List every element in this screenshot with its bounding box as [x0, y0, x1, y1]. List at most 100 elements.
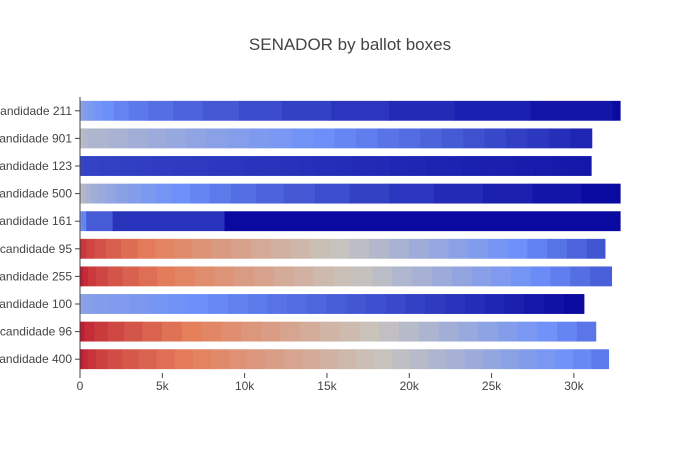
- bar-segment[interactable]: [148, 100, 174, 121]
- bar-segment[interactable]: [173, 100, 204, 121]
- bar-segment[interactable]: [127, 183, 142, 204]
- bar-segment[interactable]: [245, 156, 264, 176]
- bar-candidade-500[interactable]: [80, 183, 621, 204]
- bar-segment[interactable]: [498, 156, 518, 176]
- bar-segment[interactable]: [334, 128, 357, 149]
- bar-segment[interactable]: [128, 100, 150, 121]
- bar-segment[interactable]: [190, 156, 210, 176]
- bar-segment[interactable]: [491, 266, 512, 287]
- bar-segment[interactable]: [86, 183, 92, 204]
- bar-segment[interactable]: [518, 349, 538, 370]
- bar-segment[interactable]: [118, 156, 138, 176]
- bar-segment[interactable]: [87, 100, 95, 121]
- bar-segment[interactable]: [507, 238, 529, 259]
- bar-segment[interactable]: [448, 238, 469, 259]
- bar-segment[interactable]: [81, 211, 87, 232]
- bar-segment[interactable]: [161, 321, 183, 342]
- bar-segment[interactable]: [356, 128, 379, 149]
- bar-segment[interactable]: [80, 156, 82, 176]
- bar-segment[interactable]: [346, 294, 367, 314]
- bar-segment[interactable]: [301, 349, 321, 370]
- bar-segment[interactable]: [283, 183, 316, 204]
- bar-segment[interactable]: [106, 238, 122, 259]
- bar-segment[interactable]: [189, 183, 211, 204]
- bar-segment[interactable]: [80, 266, 82, 287]
- bar-segment[interactable]: [192, 349, 212, 370]
- bar-segment[interactable]: [566, 238, 588, 259]
- bar-segment[interactable]: [369, 238, 390, 259]
- bar-segment[interactable]: [438, 321, 459, 342]
- bar-segment[interactable]: [120, 238, 138, 259]
- bar-segment[interactable]: [102, 100, 115, 121]
- bar-segment[interactable]: [571, 156, 592, 176]
- bar-segment[interactable]: [80, 128, 84, 149]
- bar-segment[interactable]: [399, 321, 420, 342]
- bar-segment[interactable]: [319, 349, 339, 370]
- bar-segment[interactable]: [82, 349, 89, 370]
- bar-segment[interactable]: [418, 321, 440, 342]
- bar-segment[interactable]: [349, 183, 390, 204]
- bar-segment[interactable]: [535, 156, 554, 176]
- bar-segment[interactable]: [320, 321, 341, 342]
- bar-segment[interactable]: [112, 211, 226, 232]
- bar-segment[interactable]: [191, 238, 212, 259]
- bar-segment[interactable]: [209, 183, 232, 204]
- bar-segment[interactable]: [445, 294, 466, 314]
- bar-segment[interactable]: [329, 238, 351, 259]
- bar-segment[interactable]: [227, 294, 249, 314]
- bar-segment[interactable]: [124, 321, 143, 342]
- bar-segment[interactable]: [156, 349, 176, 370]
- bar-segment[interactable]: [93, 100, 103, 121]
- bar-segment[interactable]: [425, 294, 446, 314]
- bar-segment[interactable]: [504, 294, 525, 314]
- bar-segment[interactable]: [335, 156, 355, 176]
- bar-segment[interactable]: [412, 266, 433, 287]
- bar-segment[interactable]: [122, 266, 140, 287]
- bar-segment[interactable]: [81, 156, 85, 176]
- bar-segment[interactable]: [154, 156, 174, 176]
- bar-segment[interactable]: [188, 294, 209, 314]
- bar-segment[interactable]: [166, 128, 188, 149]
- bar-segment[interactable]: [155, 183, 173, 204]
- bar-segment[interactable]: [247, 349, 266, 370]
- bar-segment[interactable]: [168, 294, 189, 314]
- bar-segment[interactable]: [86, 211, 114, 232]
- bar-segment[interactable]: [462, 156, 482, 176]
- bar-segment[interactable]: [80, 321, 82, 342]
- bar-segment[interactable]: [410, 349, 429, 370]
- bar-segment[interactable]: [80, 100, 82, 121]
- bar-segment[interactable]: [372, 156, 391, 176]
- bar-segment[interactable]: [221, 321, 242, 342]
- bar-segment[interactable]: [231, 238, 252, 259]
- bar-segment[interactable]: [315, 183, 351, 204]
- bar-segment[interactable]: [444, 156, 464, 176]
- bar-segment[interactable]: [273, 266, 295, 287]
- bar-segment[interactable]: [480, 156, 500, 176]
- bar-segment[interactable]: [287, 294, 308, 314]
- bar-segment[interactable]: [576, 321, 597, 342]
- bar-segment[interactable]: [478, 321, 499, 342]
- bar-segment[interactable]: [171, 183, 191, 204]
- bar-segment[interactable]: [299, 156, 319, 176]
- bar-segment[interactable]: [543, 294, 565, 314]
- bar-segment[interactable]: [82, 294, 92, 314]
- bar-segment[interactable]: [107, 266, 124, 287]
- bar-segment[interactable]: [359, 321, 380, 342]
- bar-segment[interactable]: [97, 183, 107, 204]
- bar-segment[interactable]: [202, 100, 240, 121]
- bar-segment[interactable]: [408, 238, 430, 259]
- bar-segment[interactable]: [408, 156, 427, 176]
- bar-segment[interactable]: [270, 128, 293, 149]
- bar-segment[interactable]: [209, 156, 228, 176]
- bar-segment[interactable]: [94, 238, 107, 259]
- bar-segment[interactable]: [115, 183, 129, 204]
- bar-segment[interactable]: [157, 266, 176, 287]
- bar-segment[interactable]: [516, 156, 536, 176]
- bar-segment[interactable]: [581, 183, 621, 204]
- bar-segment[interactable]: [484, 128, 507, 149]
- bar-segment[interactable]: [83, 100, 89, 121]
- bar-segment[interactable]: [206, 128, 229, 149]
- bar-segment[interactable]: [260, 321, 282, 342]
- bar-segment[interactable]: [563, 294, 585, 314]
- bar-segment[interactable]: [96, 266, 109, 287]
